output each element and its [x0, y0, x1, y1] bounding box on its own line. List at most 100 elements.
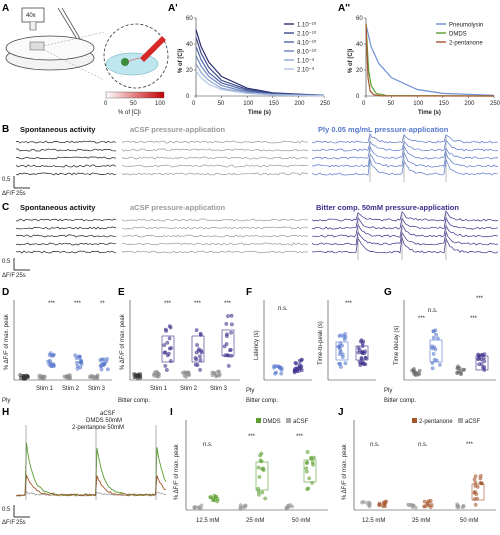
panel-a-double-prime: A'' 0 50 100 150 200 250 0 20 40 60 Time (s) % of […: [338, 3, 500, 116]
data-point: [168, 359, 173, 363]
data-point: [428, 499, 433, 503]
panel-j-legend-acsf: aCSF: [465, 419, 481, 425]
x-tick-label: 250: [490, 101, 500, 107]
tissue-drop: [105, 52, 159, 76]
data-point: [473, 481, 478, 485]
calcium-trace: [15, 250, 117, 254]
panel-g-sig-ns: n.s.: [428, 308, 438, 314]
panel-i-xcat-2: 25 mM: [246, 518, 264, 524]
data-point: [478, 474, 483, 478]
data-point: [361, 499, 365, 504]
y-tick-label: 0: [356, 94, 360, 100]
data-point: [102, 362, 106, 367]
panel-c-title-spontaneous: Spontaneous activity: [20, 203, 96, 212]
data-point: [364, 500, 368, 505]
data-point: [155, 374, 160, 379]
panel-label-g: G: [384, 287, 392, 298]
data-point: [339, 365, 343, 369]
data-point: [256, 465, 261, 470]
data-point: [212, 371, 217, 375]
panel-j-xcat-2: 25 mM: [412, 518, 430, 524]
data-point: [338, 341, 343, 346]
data-point: [224, 322, 229, 326]
data-point: [475, 496, 479, 501]
data-point: [223, 353, 228, 358]
data-point: [101, 357, 106, 362]
data-point: [455, 366, 460, 371]
data-point: [167, 336, 172, 341]
box: [161, 335, 175, 363]
panel-f-dots: [272, 332, 369, 376]
panel-e-ylabel: % ΔF/F of max. peak: [120, 313, 126, 370]
calcium-trace: [311, 216, 499, 230]
calcium-trace: [311, 151, 499, 168]
legend-entry: 2.10⁻⁹: [297, 67, 315, 74]
data-point: [367, 504, 372, 509]
calcium-trace: [312, 223, 499, 238]
calcium-trace: [121, 250, 309, 254]
data-point: [162, 343, 167, 347]
data-point: [359, 350, 364, 355]
panel-label-c: C: [2, 202, 9, 213]
data-point: [356, 350, 361, 355]
data-point: [193, 505, 197, 510]
panel-d-row-label: Ply: [2, 398, 10, 404]
data-point: [261, 466, 266, 471]
data-point: [238, 507, 243, 511]
x-tick-label: 50: [218, 101, 225, 107]
data-point: [474, 492, 479, 496]
panel-d-ylabel: % ΔF/F of max. peak: [4, 313, 10, 370]
x-axis-label: Time (s): [418, 110, 441, 116]
data-point: [359, 357, 364, 361]
data-point: [342, 337, 347, 342]
data-point: [305, 460, 309, 465]
panel-label-a-prime: A': [168, 3, 178, 14]
data-point: [297, 366, 302, 370]
data-point: [307, 476, 312, 481]
calcium-trace: [121, 226, 309, 230]
panel-j-sig-3: ***: [466, 442, 474, 448]
data-point: [78, 365, 83, 370]
y-tick-label: 60: [356, 16, 363, 22]
panel-e-xcat-2: Stim 2: [180, 386, 198, 392]
data-point: [461, 504, 466, 509]
series-line: [365, 24, 495, 96]
data-point: [24, 373, 29, 378]
y-axis-label: % of [C]i: [348, 48, 354, 73]
panel-label-a-double-prime: A'': [338, 3, 350, 14]
calcium-trace: [16, 156, 117, 160]
data-point: [228, 347, 233, 352]
data-point: [431, 352, 436, 356]
y-tick-label: 20: [356, 68, 363, 74]
calcium-trace: [15, 242, 117, 246]
panel-e-sig-1: ***: [164, 301, 172, 307]
data-point: [257, 492, 261, 497]
x-tick-label: 0: [192, 101, 196, 107]
panel-label-b: B: [2, 124, 9, 135]
calcium-trace: [121, 234, 309, 238]
panel-c-traces: [15, 210, 499, 260]
panel-j-dots: [360, 474, 485, 510]
data-point: [306, 486, 311, 491]
colorbar-label: % of [C]i: [118, 110, 141, 116]
x-tick-label: 0: [362, 101, 366, 107]
data-point: [294, 361, 299, 366]
panel-b-title-ply: Ply 0.05 mg/mL pressure-application: [318, 125, 449, 134]
data-point: [311, 462, 315, 467]
panel-g-dots: [410, 328, 489, 377]
data-point: [222, 344, 227, 349]
legend-swatch-acsf-j: [458, 418, 463, 423]
data-point: [300, 357, 304, 362]
panel-d-sig-2: ***: [74, 301, 82, 307]
data-point: [378, 502, 382, 507]
panel-f-ylabel-ttp: Time-to-peak (s): [318, 321, 324, 365]
data-point: [138, 372, 143, 376]
scalebar-b-dff-value: 0.5: [2, 177, 11, 183]
scalebar-c-dff-unit: ΔF/F: [2, 273, 15, 279]
data-point: [310, 481, 314, 485]
data-point: [256, 486, 261, 491]
response-trace: [15, 442, 167, 497]
data-point: [298, 362, 302, 367]
pressure-pipette-red: [140, 36, 166, 62]
calcium-trace: [311, 139, 499, 152]
